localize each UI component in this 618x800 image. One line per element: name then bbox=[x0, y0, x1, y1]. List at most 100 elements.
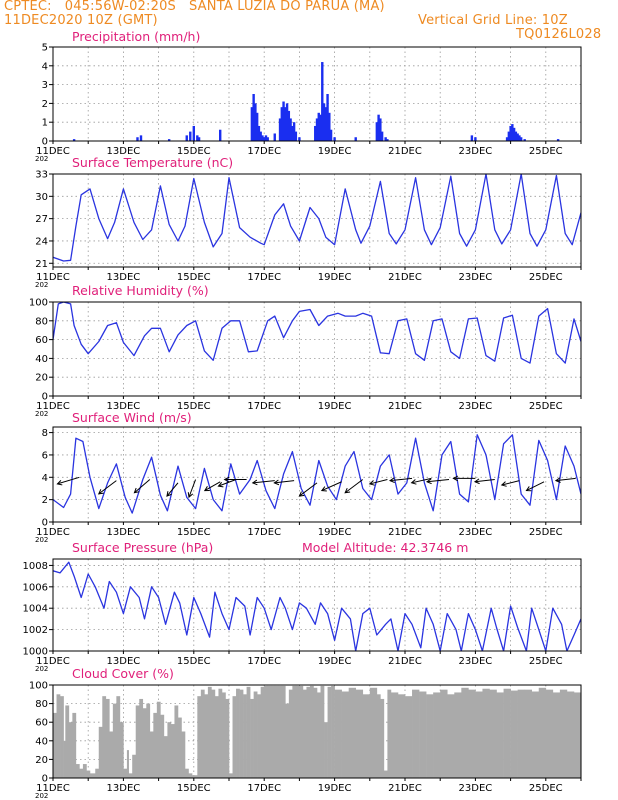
wind-vector-shaft bbox=[57, 476, 80, 485]
precip-bar bbox=[255, 112, 259, 141]
wind-vector-head bbox=[273, 479, 280, 486]
precip-bar bbox=[326, 94, 329, 141]
cloud-cover-bar bbox=[177, 717, 182, 778]
cloud-cover-bar bbox=[105, 698, 110, 778]
y-tick-label: 0 bbox=[42, 137, 48, 148]
cloud-cover-bar bbox=[75, 764, 80, 778]
y-tick-label: 6 bbox=[42, 450, 48, 461]
x-tick-label: 13DEC bbox=[107, 783, 141, 794]
year-stub-label: 202 bbox=[35, 665, 48, 673]
wind-vector-head bbox=[389, 477, 395, 484]
cloud-cover-bar bbox=[211, 689, 216, 778]
precip-bar bbox=[386, 139, 389, 141]
wind-vector-shaft bbox=[555, 477, 576, 482]
precip-bar bbox=[136, 137, 139, 141]
cloud-cover-bar bbox=[426, 694, 434, 778]
cloud-cover-bar bbox=[181, 731, 186, 778]
y-tick-label: 60 bbox=[35, 335, 48, 346]
x-tick-label: 25DEC bbox=[529, 783, 563, 794]
cloud-cover-bar bbox=[524, 689, 533, 778]
panel-frame bbox=[52, 46, 582, 142]
cloud-cover-bar bbox=[510, 690, 518, 778]
cloud-cover-bar bbox=[160, 714, 165, 778]
cloud-cover-bar bbox=[545, 689, 554, 778]
cloud-cover-bar bbox=[109, 731, 114, 778]
panel-0: 0 1 2 3 4 5 11DEC 13DEC 15DEC 17DEC 19DEC 21DEC 23DE… bbox=[35, 29, 582, 163]
x-tick-label: 11DEC bbox=[36, 272, 70, 283]
cloud-cover-bar bbox=[119, 722, 124, 778]
wind-vector-head bbox=[298, 491, 305, 497]
wind-vector-head bbox=[251, 479, 258, 486]
precip-bar bbox=[516, 133, 519, 141]
y-tick-label: 40 bbox=[35, 354, 48, 365]
cloud-cover-bar bbox=[334, 689, 342, 778]
precip-bar bbox=[298, 137, 301, 141]
y-tick-label: 3 bbox=[42, 80, 48, 91]
precip-bar bbox=[287, 110, 291, 141]
precip-bar bbox=[196, 135, 199, 141]
cloud-cover-bar bbox=[188, 773, 193, 778]
precip-bar bbox=[289, 118, 292, 141]
cloud-cover-bar bbox=[79, 768, 84, 778]
wind-vector-head bbox=[217, 482, 224, 488]
cloud-cover-bar bbox=[267, 685, 272, 778]
precip-bar bbox=[280, 107, 283, 141]
cloud-cover-bar bbox=[236, 688, 240, 778]
cloud-cover-bar bbox=[246, 686, 251, 778]
cloud-cover-bar bbox=[412, 689, 420, 778]
precip-bar bbox=[257, 125, 261, 141]
cloud-cover-bar bbox=[573, 692, 581, 778]
series-line bbox=[53, 174, 581, 262]
series-group bbox=[72, 62, 560, 141]
cloud-cover-bar bbox=[447, 694, 455, 778]
panel-frame bbox=[52, 173, 582, 268]
wind-vector-shaft bbox=[411, 477, 432, 484]
panel-frame bbox=[52, 426, 582, 523]
cloud-cover-bar bbox=[139, 698, 144, 778]
x-tick-label: 11DEC bbox=[36, 401, 70, 412]
year-stub-label: 202 bbox=[35, 281, 48, 289]
wind-vector-head bbox=[223, 476, 230, 483]
x-tick-label: 11DEC bbox=[36, 783, 70, 794]
precip-bar bbox=[474, 137, 477, 141]
wind-vector-head bbox=[368, 480, 375, 486]
wind-vector-head bbox=[56, 479, 63, 486]
precip-bar bbox=[507, 131, 511, 141]
cloud-cover-bar bbox=[482, 688, 490, 778]
precip-bar bbox=[512, 127, 516, 141]
cloud-cover-bar bbox=[193, 775, 198, 778]
cloud-cover-bar bbox=[142, 708, 147, 778]
cloud-cover-bar bbox=[397, 694, 406, 778]
wind-vector-head bbox=[203, 486, 210, 492]
cloud-cover-bar bbox=[98, 726, 103, 778]
panel-frame bbox=[52, 684, 582, 779]
precip-bar bbox=[324, 107, 327, 141]
wind-vector-head bbox=[166, 491, 172, 497]
y-tick-label: 21 bbox=[35, 259, 48, 270]
cloud-cover-bar bbox=[419, 691, 427, 778]
cloud-cover-bar bbox=[149, 731, 154, 778]
x-tick-label: 21DEC bbox=[388, 783, 422, 794]
panel-4: 1000 1002 1004 1006 1008 11DEC 13DEC 15DEC 17DEC… bbox=[23, 540, 582, 673]
y-tick-label: 1002 bbox=[23, 625, 48, 636]
panel-title: Relative Humidity (%) bbox=[72, 283, 209, 298]
wind-vector-shaft bbox=[98, 480, 117, 495]
y-tick-label: 0 bbox=[42, 392, 48, 403]
cloud-cover-bar bbox=[135, 705, 140, 778]
x-tick-label: 23DEC bbox=[459, 783, 493, 794]
x-tick-label: 17DEC bbox=[247, 783, 281, 794]
cloud-cover-bar bbox=[538, 687, 547, 778]
series-line bbox=[53, 434, 581, 514]
y-tick-label: 8 bbox=[42, 428, 48, 439]
precip-bar bbox=[523, 139, 526, 141]
precip-bar bbox=[514, 131, 518, 141]
cloud-cover-bar bbox=[253, 691, 258, 778]
cloud-cover-bar bbox=[232, 696, 237, 778]
x-tick-label: 15DEC bbox=[177, 783, 211, 794]
x-tick-label: 21DEC bbox=[388, 146, 422, 157]
y-tick-label: 1006 bbox=[23, 582, 48, 593]
cloud-cover-bar bbox=[390, 692, 399, 778]
precip-bar bbox=[319, 114, 322, 141]
precip-bar bbox=[377, 114, 380, 141]
cloud-cover-bar bbox=[65, 705, 70, 778]
